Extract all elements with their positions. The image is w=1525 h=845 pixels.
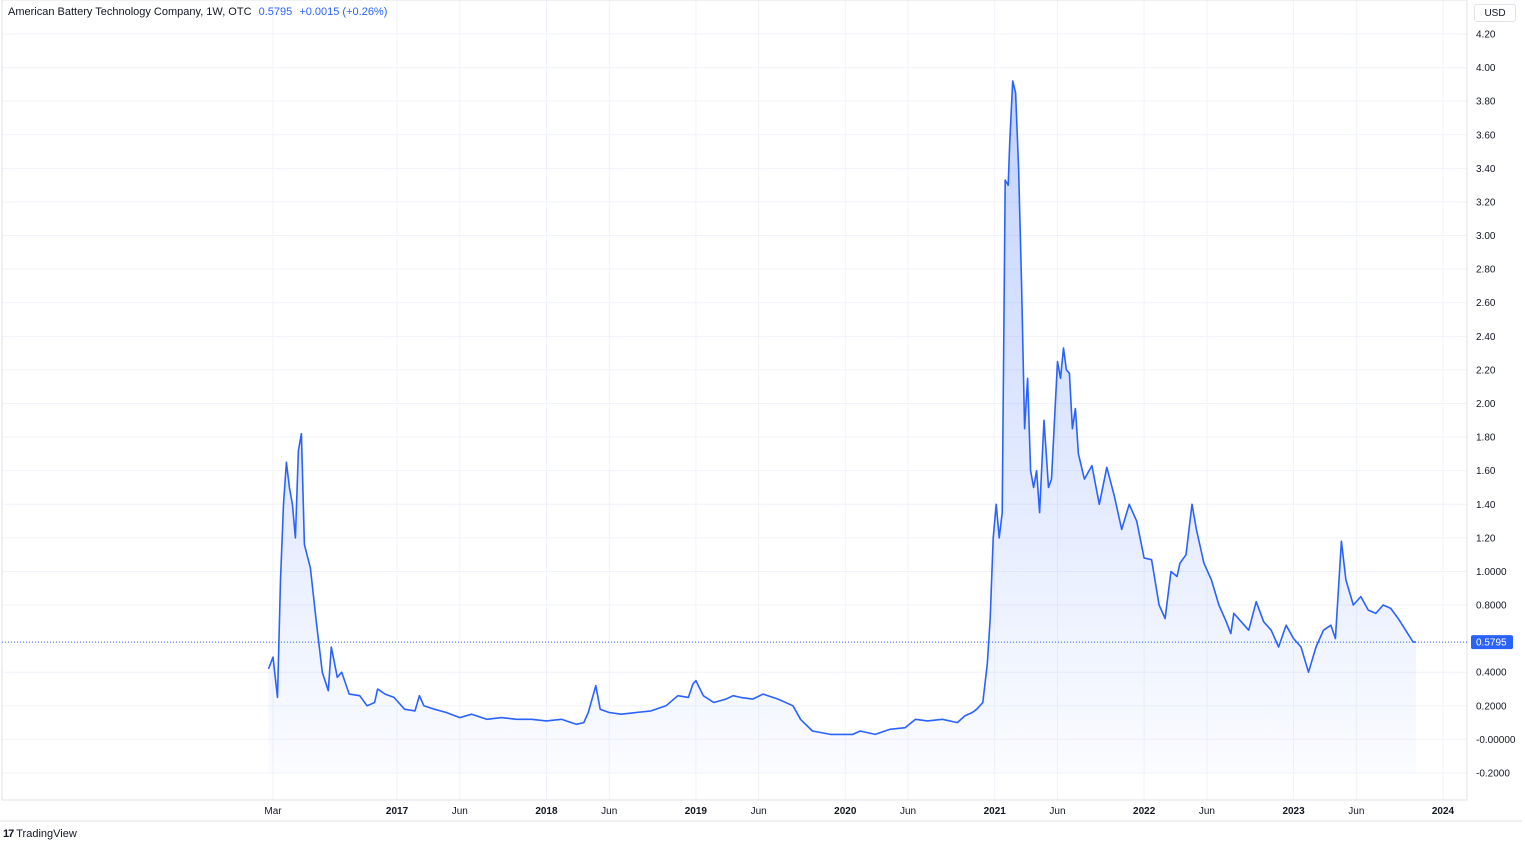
y-tick-label: 1.0000	[1476, 567, 1507, 578]
y-tick-label: 0.2000	[1476, 701, 1507, 712]
y-tick-label: 1.20	[1476, 533, 1496, 544]
x-tick-label: 2024	[1432, 806, 1455, 817]
x-tick-label: 2021	[984, 806, 1007, 817]
symbol-title: American Battery Technology Company, 1W,…	[8, 6, 252, 18]
y-tick-label: 2.40	[1476, 332, 1496, 343]
y-tick-label: 3.40	[1476, 164, 1496, 175]
y-tick-label: -0.2000	[1476, 769, 1510, 780]
y-tick-label: 2.00	[1476, 399, 1496, 410]
last-price-badge-text: 0.5795	[1476, 638, 1507, 649]
y-tick-label: 4.00	[1476, 63, 1496, 74]
y-tick-label: 3.80	[1476, 97, 1496, 108]
x-tick-label: Jun	[1049, 806, 1065, 817]
x-tick-label: Jun	[751, 806, 767, 817]
plot-border	[1, 0, 1468, 801]
y-tick-label: 1.80	[1476, 433, 1496, 444]
y-axis: 4.20 4.00 3.80 3.60 3.40 3.20 3.00 2.80 2.60 2.40…	[1476, 30, 1516, 780]
x-tick-label: Mar	[264, 806, 282, 817]
y-tick-label: 3.00	[1476, 231, 1496, 242]
x-tick-label: Jun	[900, 806, 916, 817]
x-tick-label: 2018	[535, 806, 558, 817]
price-series-line	[267, 80, 1417, 736]
y-tick-label: 1.40	[1476, 500, 1496, 511]
last-price-value: 0.5795	[258, 6, 293, 18]
x-axis: Mar 2017 Jun 2018 Jun 2019 Jun 2020 Jun 2021 Jun 20…	[264, 806, 1454, 817]
x-tick-label: 2017	[386, 806, 409, 817]
tradingview-logo-text: TradingView	[16, 828, 77, 840]
y-tick-label: 3.60	[1476, 130, 1496, 141]
price-change-value: +0.0015 (+0.26%)	[299, 6, 388, 18]
y-tick-label: 2.60	[1476, 298, 1496, 309]
x-tick-label: 2022	[1133, 806, 1156, 817]
y-tick-label: -0.00000	[1476, 735, 1516, 746]
y-tick-label: 0.8000	[1476, 601, 1507, 612]
price-area-fill	[268, 81, 1417, 773]
x-tick-label: Jun	[452, 806, 468, 817]
x-tick-label: 2019	[685, 806, 708, 817]
currency-button[interactable]: USD	[1474, 4, 1516, 22]
y-tick-label: 2.20	[1476, 365, 1496, 376]
x-tick-label: Jun	[1199, 806, 1215, 817]
y-tick-label: 1.60	[1476, 466, 1496, 477]
x-tick-label: 2020	[834, 806, 857, 817]
tradingview-icon: 17	[3, 828, 14, 840]
y-tick-label: 4.20	[1476, 30, 1496, 41]
y-tick-label: 3.20	[1476, 197, 1496, 208]
y-tick-label: 0.4000	[1476, 668, 1507, 679]
tradingview-logo[interactable]: 17 TradingView	[3, 828, 77, 840]
chart-legend: American Battery Technology Company, 1W,…	[8, 6, 387, 18]
x-tick-label: 2023	[1282, 806, 1305, 817]
y-tick-label: 2.80	[1476, 265, 1496, 276]
x-tick-label: Jun	[601, 806, 617, 817]
x-tick-label: Jun	[1348, 806, 1364, 817]
last-price-badge: 0.5795	[1471, 635, 1513, 650]
